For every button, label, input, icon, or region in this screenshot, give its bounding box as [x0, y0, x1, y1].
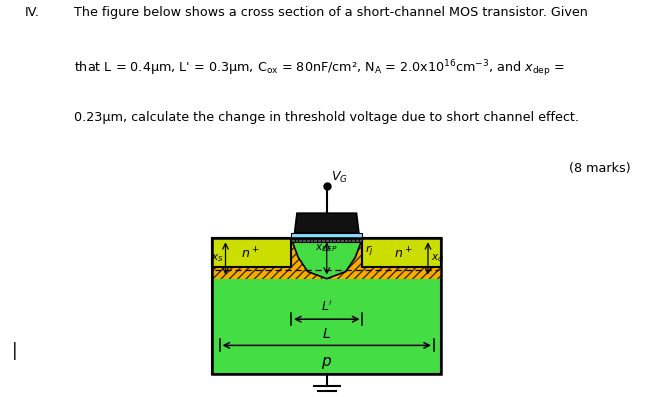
Bar	[291, 238, 362, 243]
Text: $n^+$: $n^+$	[393, 246, 412, 261]
Bar	[362, 238, 441, 267]
Text: The figure below shows a cross section of a short-channel MOS transistor. Given: The figure below shows a cross section o…	[74, 6, 588, 19]
Bar	[212, 238, 441, 279]
Bar	[212, 238, 441, 279]
Text: $V_G$: $V_G$	[331, 170, 348, 185]
Text: |: |	[12, 342, 17, 360]
Text: $r_j$: $r_j$	[366, 244, 374, 259]
Text: that L = 0.4μm, L' = 0.3μm, C$_{\sf ox}$ = 80nF/cm², N$_{\sf A}$ = 2.0x10$^{16}$: that L = 0.4μm, L' = 0.3μm, C$_{\sf ox}$…	[74, 59, 565, 79]
Text: $x_S$: $x_S$	[211, 252, 224, 264]
Bar	[212, 238, 291, 267]
Bar	[212, 238, 441, 374]
Polygon shape	[291, 238, 362, 279]
Text: 0.23μm, calculate the change in threshold voltage due to short channel effect.: 0.23μm, calculate the change in threshol…	[74, 111, 580, 124]
Text: $n^+$: $n^+$	[241, 246, 260, 261]
Text: $x_d$: $x_d$	[431, 252, 444, 264]
Text: $x_{DEP}$: $x_{DEP}$	[315, 242, 338, 254]
Text: $L'$: $L'$	[321, 300, 333, 314]
Text: (8 marks): (8 marks)	[569, 162, 631, 175]
Text: IV.: IV.	[25, 6, 39, 19]
Polygon shape	[294, 213, 359, 233]
Text: $L$: $L$	[322, 327, 331, 341]
Text: $p$: $p$	[321, 355, 333, 371]
Bar	[291, 233, 362, 238]
Bar	[212, 238, 441, 374]
